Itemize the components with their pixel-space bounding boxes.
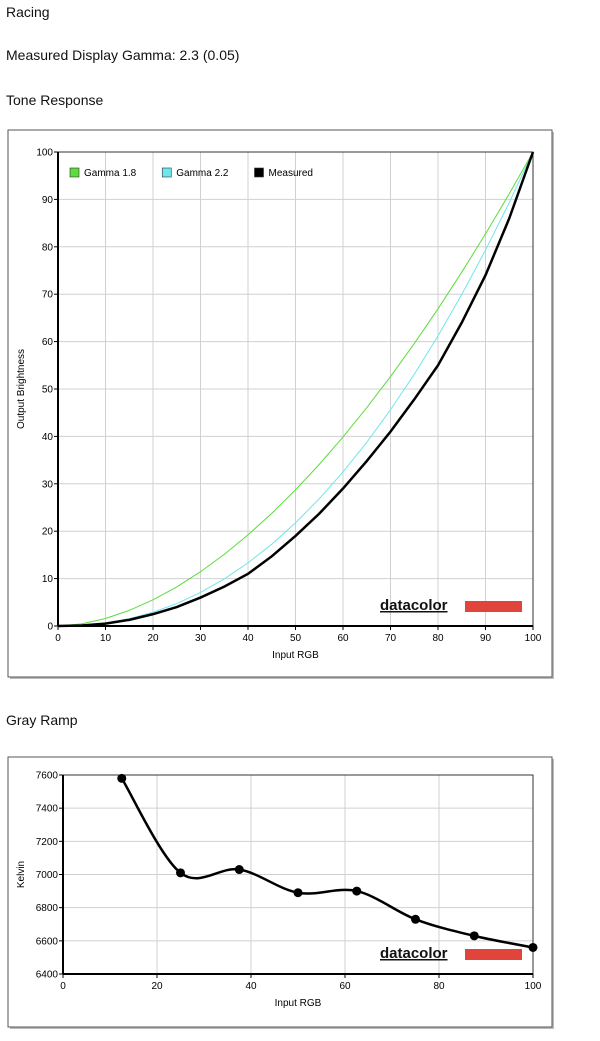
point — [293, 888, 303, 898]
y-tick-label: 30 — [42, 479, 54, 490]
point — [176, 868, 185, 878]
y-tick-label: 40 — [42, 432, 54, 443]
legend-label: Measured — [269, 168, 313, 179]
x-tick-label: 20 — [151, 981, 163, 992]
chart-frame — [7, 129, 553, 678]
y-tick-label: 60 — [42, 337, 54, 348]
watermark-bar — [465, 601, 522, 612]
x-tick-label: 10 — [100, 633, 112, 644]
x-tick-label: 100 — [525, 633, 542, 644]
x-tick-label: 60 — [337, 633, 349, 644]
series-line — [57, 151, 535, 628]
watermark: datacolor — [380, 597, 448, 614]
section-title: Gray Ramp — [6, 712, 78, 728]
chart-frame — [7, 756, 553, 1028]
legend-swatch — [69, 167, 80, 178]
heading: Racing — [6, 4, 50, 20]
y-tick-label: 0 — [47, 622, 53, 633]
y-tick-label: 6800 — [36, 903, 59, 914]
y-tick-label: 7200 — [36, 837, 59, 848]
legend-swatch — [161, 167, 172, 178]
y-axis-label: Kelvin — [16, 861, 27, 888]
point — [117, 773, 127, 783]
y-tick-label: 6400 — [36, 970, 59, 981]
x-tick-label: 0 — [60, 981, 66, 992]
point — [411, 914, 420, 924]
legend-label: Gamma 2.2 — [176, 168, 229, 179]
x-axis-label: Input RGB — [275, 998, 322, 1009]
y-tick-label: 7400 — [36, 804, 59, 815]
chart: 0 10 20 30 40 50 60 70 80 90 100 0 10 20 30 40 50 60 70 80 9… — [7, 129, 554, 679]
point — [234, 865, 244, 875]
y-tick-label: 50 — [42, 385, 54, 396]
y-tick-label: 20 — [42, 527, 54, 538]
x-tick-label: 90 — [480, 633, 492, 644]
y-tick-label: 10 — [42, 574, 54, 585]
gamma-text: Measured Display Gamma: 2.3 (0.05) — [6, 47, 240, 63]
x-tick-label: 80 — [432, 633, 444, 644]
chart: 6400 6600 6800 7000 7200 7400 7600 0 20 40 60 80 100… — [7, 756, 554, 1029]
x-tick-label: 30 — [195, 633, 207, 644]
watermark-bar — [465, 949, 522, 960]
point — [528, 942, 538, 952]
y-tick-label: 100 — [36, 148, 53, 159]
x-tick-label: 40 — [242, 633, 254, 644]
point — [469, 931, 479, 941]
y-tick-label: 7000 — [36, 870, 59, 881]
series-line — [57, 151, 534, 627]
y-tick-label: 70 — [42, 290, 54, 301]
legend-label: Gamma 1.8 — [84, 168, 137, 179]
y-tick-label: 7600 — [36, 771, 59, 782]
x-tick-label: 70 — [385, 633, 397, 644]
x-tick-label: 60 — [339, 981, 351, 992]
x-tick-label: 100 — [525, 981, 542, 992]
section-title: Tone Response — [6, 92, 104, 108]
y-axis-label: Output Brightness — [16, 349, 27, 429]
watermark: datacolor — [380, 945, 448, 962]
point — [352, 886, 362, 896]
x-axis-label: Input RGB — [272, 650, 319, 661]
series-line — [57, 151, 534, 627]
y-tick-label: 80 — [42, 242, 54, 253]
x-tick-label: 50 — [290, 633, 302, 644]
legend-swatch — [254, 167, 264, 178]
x-tick-label: 40 — [245, 981, 257, 992]
x-tick-label: 20 — [147, 633, 159, 644]
x-tick-label: 80 — [433, 981, 445, 992]
y-tick-label: 6600 — [36, 936, 59, 947]
x-tick-label: 0 — [55, 633, 61, 644]
y-tick-label: 90 — [42, 195, 54, 206]
